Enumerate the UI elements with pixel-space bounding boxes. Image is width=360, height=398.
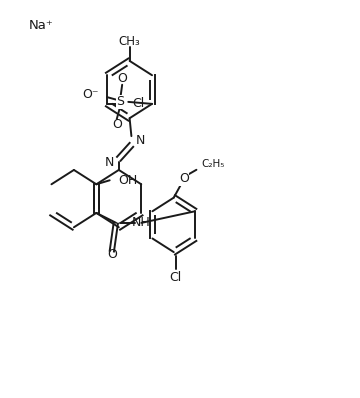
Text: N: N (136, 135, 145, 147)
Text: O: O (117, 72, 127, 85)
Text: O⁻: O⁻ (83, 88, 99, 101)
Text: O: O (107, 248, 117, 261)
Text: CH₃: CH₃ (119, 35, 140, 48)
Text: NH: NH (132, 217, 151, 229)
Text: N: N (105, 156, 114, 169)
Text: Cl: Cl (132, 98, 145, 110)
Text: S: S (116, 96, 124, 108)
Text: O: O (112, 119, 122, 131)
Text: Cl: Cl (170, 271, 182, 284)
Text: C₂H₅: C₂H₅ (202, 159, 225, 169)
Text: Na⁺: Na⁺ (29, 20, 54, 32)
Text: O: O (179, 172, 189, 185)
Text: OH: OH (118, 174, 137, 187)
